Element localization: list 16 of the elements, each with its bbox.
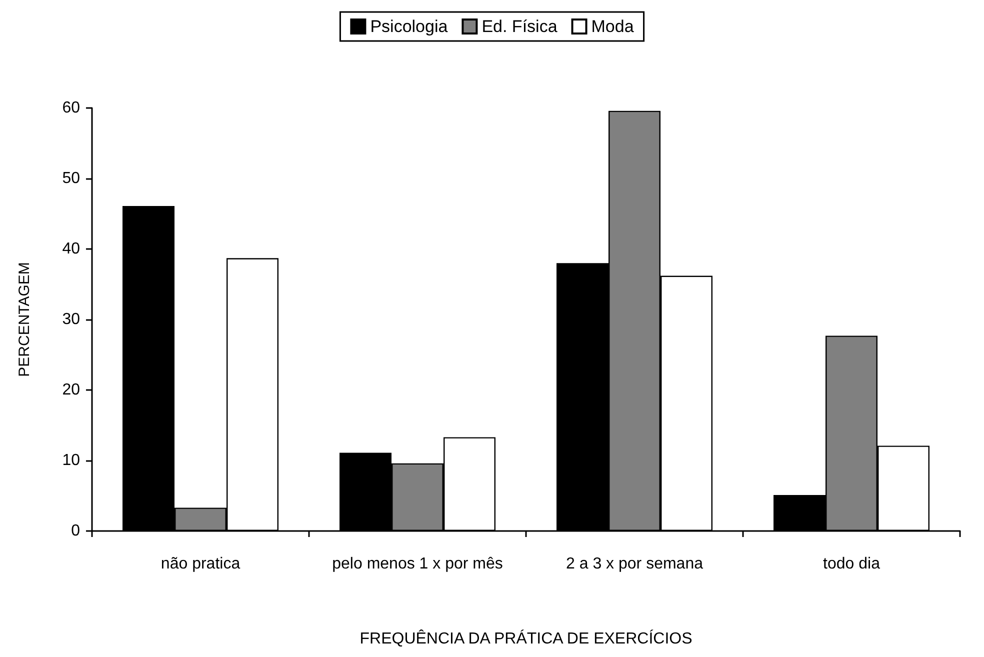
legend-label: Ed. Física [482, 17, 558, 36]
x-tick-label: todo dia [823, 556, 880, 572]
x-tick-label: pelo menos 1 x por mês [332, 556, 503, 572]
y-tick-label: 10 [62, 452, 80, 469]
legend-label: Moda [591, 17, 634, 36]
y-tick-label: 40 [62, 240, 80, 258]
y-axis-title: PERCENTAGEM [16, 262, 33, 377]
x-tick-label: 2 a 3 x por semana [566, 556, 704, 572]
y-tick-label: 60 [62, 100, 80, 116]
y-tick-label: 50 [62, 170, 80, 187]
y-tick-label: 20 [62, 382, 80, 398]
x-tick-label: não pratica [160, 556, 240, 572]
y-tick-label: 0 [71, 522, 80, 540]
legend-label: Psicologia [370, 17, 448, 36]
y-tick-label: 30 [62, 311, 80, 328]
x-axis-title: FREQUÊNCIA DA PRÁTICA DE EXERCÍCIOS [360, 630, 692, 648]
